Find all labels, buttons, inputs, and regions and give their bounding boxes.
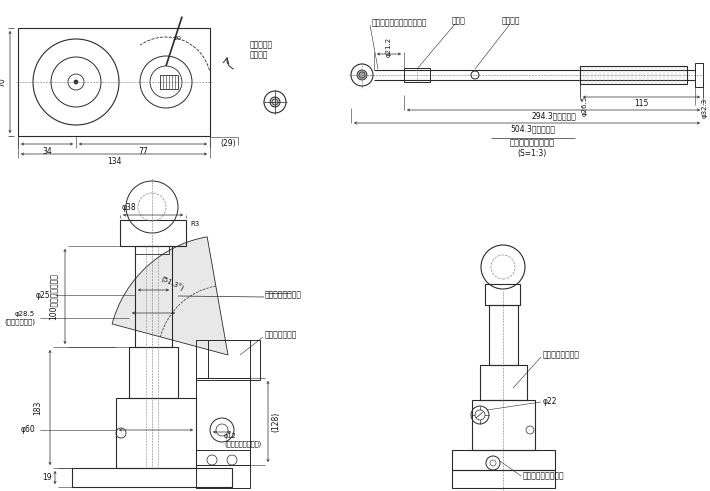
Bar: [695, 63, 703, 87]
Text: 操作レバー差込口: 操作レバー差込口: [543, 351, 580, 359]
Text: 19: 19: [42, 473, 52, 482]
Text: 134: 134: [106, 157, 121, 165]
Text: φ21.2: φ21.2: [386, 37, 392, 57]
Circle shape: [74, 80, 78, 84]
Text: オイルフィリング: オイルフィリング: [265, 291, 302, 300]
Bar: [196, 378, 250, 465]
Bar: [580, 66, 687, 84]
Text: 操作レバー
回転方向: 操作レバー 回転方向: [250, 40, 273, 60]
Text: 100（ストローク）: 100（ストローク）: [48, 273, 58, 320]
Bar: [116, 398, 196, 468]
Bar: [72, 468, 232, 487]
Text: (128): (128): [271, 411, 280, 432]
Text: (51.3°): (51.3°): [160, 275, 185, 292]
Text: レバーソケット: レバーソケット: [265, 330, 297, 339]
Bar: [135, 246, 169, 254]
Bar: [160, 75, 178, 89]
Bar: [135, 246, 172, 347]
Text: 34: 34: [42, 146, 52, 156]
Text: ストッパ: ストッパ: [502, 17, 520, 26]
Text: 専用操作レバー詳細: 専用操作レバー詳細: [510, 138, 555, 147]
Text: 伸縮式: 伸縮式: [452, 17, 466, 26]
Wedge shape: [112, 237, 228, 355]
Bar: [452, 450, 555, 470]
Text: 115: 115: [634, 99, 649, 108]
Text: (29): (29): [220, 138, 236, 147]
Text: 504.3（最伸長）: 504.3（最伸長）: [510, 125, 555, 134]
Bar: [196, 340, 260, 380]
Text: φ25: φ25: [36, 291, 50, 300]
Text: φ28.5
(シリンダ内径): φ28.5 (シリンダ内径): [4, 311, 35, 325]
Bar: [452, 470, 555, 488]
Text: φ60: φ60: [21, 426, 35, 435]
Text: リリーズスクリュウ: リリーズスクリュウ: [523, 471, 564, 481]
Text: φ22: φ22: [543, 398, 557, 407]
Bar: [472, 400, 535, 450]
Bar: [196, 450, 250, 488]
Text: 294.3（最短長）: 294.3（最短長）: [531, 111, 576, 120]
Text: φ32.3: φ32.3: [702, 98, 708, 118]
Text: 183: 183: [33, 400, 43, 415]
Text: リリーズスクリュウ差込口: リリーズスクリュウ差込口: [372, 19, 427, 27]
Text: R3: R3: [190, 221, 200, 227]
Text: (S=1:3): (S=1:3): [518, 148, 547, 158]
Bar: [208, 340, 250, 378]
Text: φ26.5: φ26.5: [582, 96, 588, 116]
Text: 70: 70: [0, 77, 6, 87]
Bar: [480, 365, 527, 400]
Text: φ38: φ38: [122, 202, 136, 212]
Bar: [120, 220, 186, 246]
Bar: [485, 284, 520, 305]
Circle shape: [357, 70, 367, 80]
Bar: [489, 305, 518, 365]
Circle shape: [270, 97, 280, 107]
Bar: [18, 28, 210, 136]
Text: 20: 20: [174, 36, 182, 41]
Bar: [404, 68, 430, 82]
Text: 77: 77: [138, 146, 148, 156]
Circle shape: [475, 410, 485, 420]
Text: φ12
(ポンプピストン径): φ12 (ポンプピストン径): [224, 433, 261, 447]
Bar: [129, 347, 178, 398]
